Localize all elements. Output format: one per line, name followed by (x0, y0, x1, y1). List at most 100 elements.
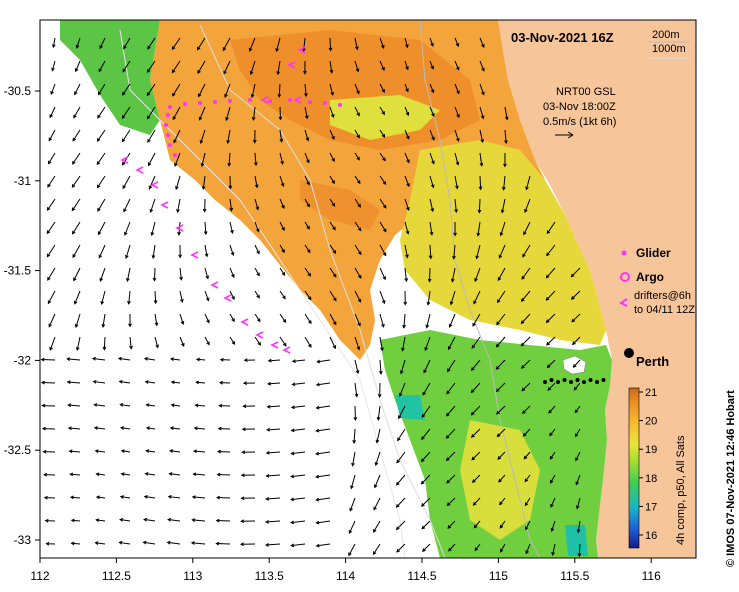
current-vector-head (74, 323, 79, 328)
current-vector-head (382, 157, 386, 162)
current-vector-head (331, 135, 335, 140)
current-vector-head (282, 295, 286, 300)
current-vector-head (504, 116, 509, 121)
current-vector (94, 427, 106, 430)
current-vector-head (121, 138, 126, 143)
current-vector (546, 336, 556, 346)
current-vector-head (73, 300, 78, 305)
current-vector-head (378, 370, 383, 375)
current-vector (71, 198, 81, 211)
current-vector-head (447, 525, 452, 529)
current-vector (354, 336, 360, 350)
current-vector-head (171, 69, 176, 74)
current-vector-head (331, 203, 336, 207)
current-vector (454, 129, 460, 142)
current-vector-head (101, 323, 106, 328)
current-vector (250, 60, 256, 75)
current-vector-head (358, 251, 362, 256)
current-vector-head (231, 341, 236, 345)
current-vector (291, 497, 306, 501)
current-vector-head (315, 497, 320, 502)
current-vector-head (572, 341, 576, 346)
current-vector-head (147, 45, 151, 50)
current-vector (399, 382, 406, 397)
current-vector (379, 244, 387, 256)
current-vector (120, 496, 131, 499)
current-vector-head (281, 205, 285, 209)
current-vector (48, 313, 56, 327)
current-vector (397, 428, 406, 441)
current-vector (329, 290, 337, 301)
current-vector (197, 60, 206, 74)
current-vector-head (546, 230, 551, 235)
current-vector (123, 37, 131, 49)
current-vector-head (308, 343, 312, 348)
current-vector-head (222, 47, 227, 52)
date-label: 03-Nov-2021 16Z (511, 30, 614, 45)
current-vector-head (453, 232, 457, 237)
current-vector (571, 290, 581, 300)
current-vector (192, 496, 206, 499)
current-vector-head (357, 322, 361, 327)
current-vector (304, 175, 310, 185)
current-vector (546, 313, 556, 323)
current-vector (254, 198, 259, 210)
current-vector (266, 474, 281, 477)
current-vector-head (248, 47, 253, 52)
current-vector-head (231, 318, 235, 323)
current-vector-head (249, 71, 254, 76)
current-vector (279, 290, 286, 299)
current-vector-head (180, 320, 185, 326)
current-vector-head (332, 273, 337, 278)
current-vector-head (471, 367, 475, 372)
current-vector-head (446, 390, 450, 395)
current-vector (501, 198, 506, 213)
current-vector (229, 198, 233, 211)
current-vector (93, 381, 106, 384)
current-vector-head (456, 137, 460, 142)
current-vector-head (426, 301, 431, 306)
drifter-tracks (120, 46, 342, 354)
current-vector (266, 497, 281, 500)
current-vector-head (520, 320, 525, 325)
current-vector (143, 541, 156, 545)
current-vector-head (332, 250, 337, 255)
current-vector (403, 313, 406, 328)
current-vector (148, 175, 156, 189)
current-vector (379, 267, 386, 280)
current-vector (279, 313, 287, 323)
drifter-chevron (260, 96, 269, 104)
current-vector-head (358, 274, 362, 279)
current-vector-head (206, 319, 210, 324)
current-vector (74, 290, 81, 304)
current-vector (524, 198, 531, 213)
current-vector (304, 152, 310, 163)
current-vector (222, 37, 231, 51)
current-vector (498, 474, 506, 483)
current-vector-head (575, 505, 580, 510)
current-vector (254, 152, 257, 166)
current-vector-head (71, 207, 76, 212)
current-vector-head (144, 380, 149, 384)
current-vector-head (522, 253, 526, 258)
current-vector-head (570, 296, 575, 300)
current-vector-head (446, 502, 451, 507)
current-vector (154, 313, 158, 326)
current-vector (254, 313, 261, 322)
current-vector (229, 313, 235, 322)
current-vector-head (383, 228, 387, 233)
current-vector (471, 451, 481, 461)
drifter-dot (268, 99, 272, 103)
current-vector (525, 175, 531, 190)
current-vector (404, 244, 408, 258)
glider-transect-dot (543, 380, 547, 384)
current-vector (379, 37, 385, 49)
current-vector-head (430, 89, 435, 94)
current-vector (200, 129, 206, 144)
current-vector (547, 382, 556, 391)
current-vector (95, 542, 106, 545)
current-vector-head (500, 209, 505, 214)
current-vector-head (523, 231, 527, 236)
current-vector (277, 60, 281, 75)
current-vector-head (306, 225, 310, 230)
